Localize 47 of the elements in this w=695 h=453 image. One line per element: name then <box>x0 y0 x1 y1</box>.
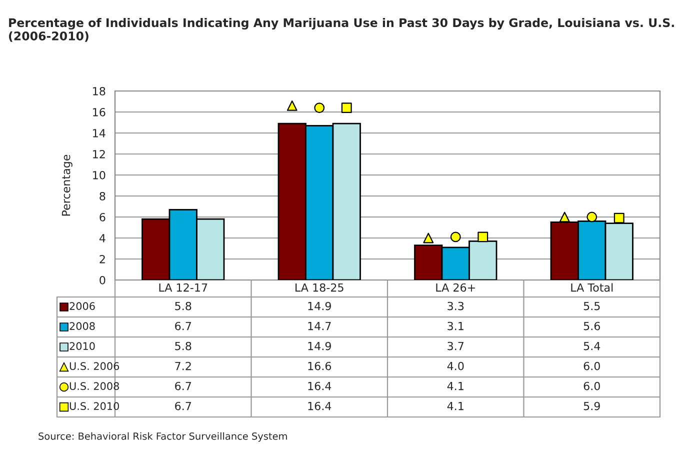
data-label: 14.9 <box>308 342 331 350</box>
text: 7.2 <box>175 362 191 370</box>
text: 6.7 <box>175 402 192 410</box>
y-tick-label: 16 <box>93 108 106 116</box>
data-label: 6.7 <box>175 322 192 330</box>
chart-title: Percentage of Individuals Indicating Any Marijuana Use in Past 30 Days by Grade, Louisiana vs. U.S. (2006-2010) <box>9 18 674 42</box>
y-axis-title: Percentage <box>62 154 72 216</box>
data-label: 14.9 <box>308 302 331 310</box>
data-label: 16.4 <box>308 402 332 410</box>
y-tick-label: 2 <box>100 254 105 264</box>
legend-label: U.S. 2006 <box>70 362 120 370</box>
data-label: 6.0 <box>584 362 600 370</box>
data-label: 3.7 <box>448 342 464 350</box>
x-tick-label: LA 26+ <box>436 283 475 292</box>
data-label: 4.1 <box>447 382 464 390</box>
data-label: 5.5 <box>584 302 600 310</box>
y-tick-label: 10 <box>93 170 106 180</box>
y-tick-label: 4 <box>99 234 106 242</box>
legend-label: 2008 <box>70 322 95 330</box>
data-label: 4.1 <box>447 402 464 410</box>
x-tick-label: LA 12-17 <box>159 283 208 292</box>
data-label: 16.6 <box>308 362 332 370</box>
y-tick-label: 12 <box>93 150 105 158</box>
y-tick-label: 0 <box>100 276 106 284</box>
data-label: 5.6 <box>584 322 600 330</box>
data-label: 5.9 <box>584 402 600 410</box>
data-label: 3.1 <box>448 322 464 330</box>
y-tick-label: 14 <box>93 129 106 138</box>
legend-label: 2006 <box>70 302 95 310</box>
x-tick-label: LA Total <box>571 283 613 292</box>
source-note: Source: Behavioral Risk Factor Surveillance System <box>38 432 287 442</box>
data-label: 6.0 <box>584 382 600 390</box>
data-label: 16.4 <box>308 382 332 390</box>
data-label: 5.4 <box>584 342 600 350</box>
x-tick-label: LA 18-25 <box>296 283 344 292</box>
data-label: 5.8 <box>175 342 192 350</box>
y-tick-label: 6 <box>100 212 106 222</box>
legend-label: U.S. 2008 <box>70 382 119 390</box>
legend-label: 2010 <box>70 342 95 350</box>
data-label: 4.0 <box>447 362 464 370</box>
data-label: 5.8 <box>175 302 192 310</box>
data-label: 3.3 <box>448 302 464 310</box>
data-label: 14.7 <box>308 322 331 330</box>
legend-label: U.S. 2010 <box>70 402 119 410</box>
y-tick-label: 18 <box>93 86 106 96</box>
text: 6.7 <box>175 382 192 390</box>
y-tick-label: 8 <box>100 192 106 200</box>
